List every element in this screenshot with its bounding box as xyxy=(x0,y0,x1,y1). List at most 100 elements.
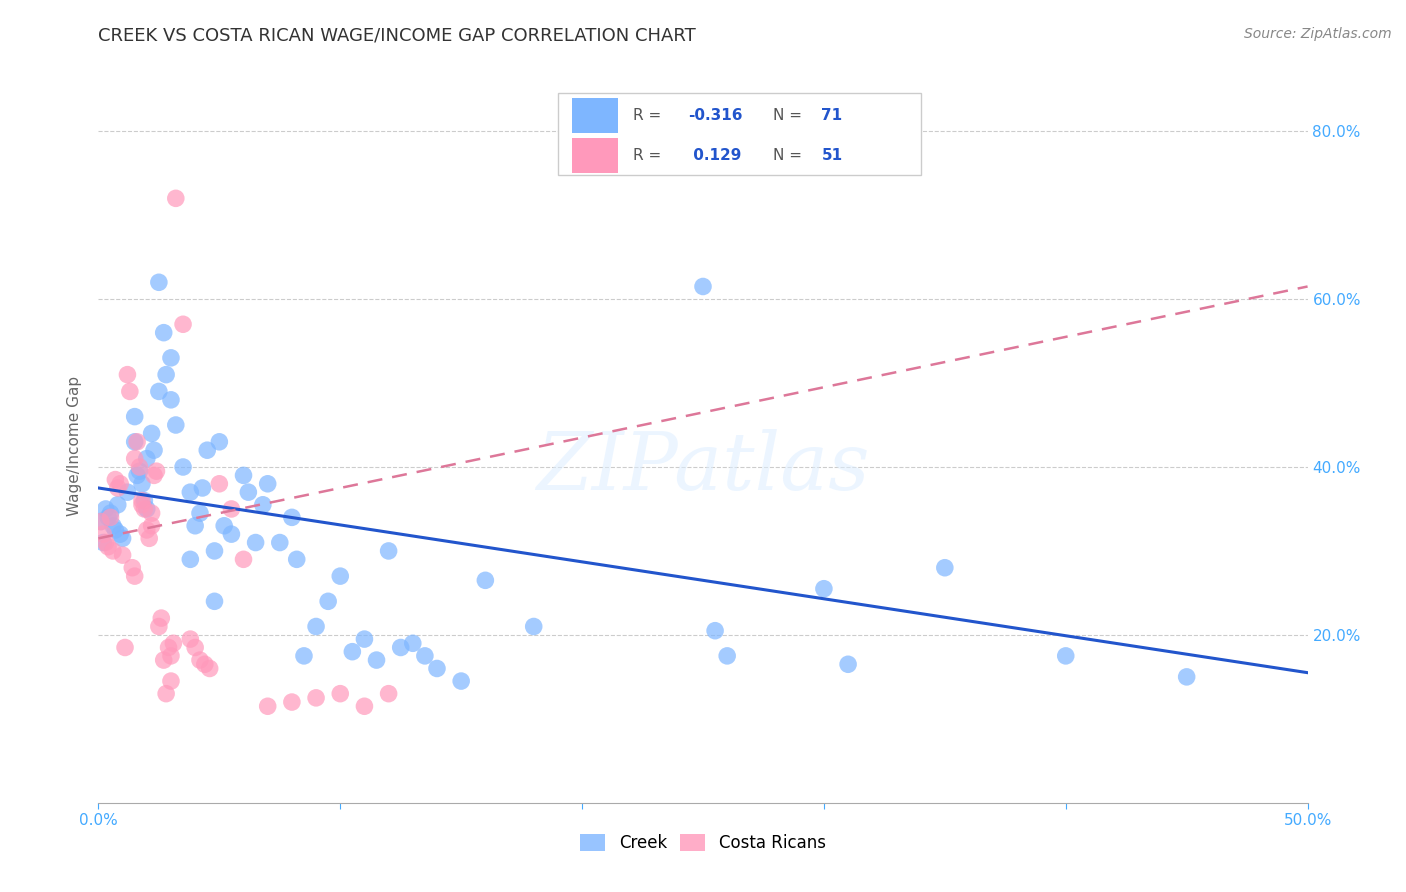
Point xyxy=(160,648,183,663)
Point xyxy=(104,523,127,537)
Point xyxy=(474,574,496,588)
Point xyxy=(179,632,201,646)
Point xyxy=(134,493,156,508)
Point xyxy=(90,515,112,529)
Point xyxy=(91,535,114,549)
Text: -0.316: -0.316 xyxy=(689,108,742,123)
Point xyxy=(111,532,134,546)
Point xyxy=(97,540,120,554)
Point xyxy=(285,552,308,566)
FancyBboxPatch shape xyxy=(558,93,921,175)
Text: R =: R = xyxy=(633,108,666,123)
Point xyxy=(208,434,231,449)
Point xyxy=(184,640,207,655)
Point xyxy=(127,434,149,449)
Point xyxy=(256,699,278,714)
Point xyxy=(114,640,136,655)
Point xyxy=(111,548,134,562)
Point xyxy=(329,687,352,701)
Point xyxy=(152,326,174,340)
Point xyxy=(172,318,194,332)
Point xyxy=(292,648,315,663)
Point xyxy=(90,515,112,529)
Point xyxy=(281,695,304,709)
Text: Source: ZipAtlas.com: Source: ZipAtlas.com xyxy=(1244,27,1392,41)
Point xyxy=(194,657,217,672)
Point xyxy=(150,611,173,625)
Point xyxy=(245,535,267,549)
Point xyxy=(1054,648,1077,663)
Point xyxy=(107,498,129,512)
Point xyxy=(523,619,546,633)
Point xyxy=(238,485,260,500)
Point xyxy=(143,443,166,458)
Point xyxy=(141,506,163,520)
Point xyxy=(837,657,859,672)
Point xyxy=(155,687,177,701)
Point xyxy=(108,527,131,541)
Point xyxy=(188,653,211,667)
Point xyxy=(1175,670,1198,684)
Point xyxy=(145,464,167,478)
Point xyxy=(353,699,375,714)
Point xyxy=(179,552,201,566)
Point xyxy=(128,464,150,478)
Point xyxy=(692,279,714,293)
Point xyxy=(204,594,226,608)
Point xyxy=(148,619,170,633)
Point xyxy=(389,640,412,655)
Point xyxy=(232,552,254,566)
Text: CREEK VS COSTA RICAN WAGE/INCOME GAP CORRELATION CHART: CREEK VS COSTA RICAN WAGE/INCOME GAP COR… xyxy=(98,27,696,45)
Text: 0.129: 0.129 xyxy=(689,148,742,163)
Point xyxy=(204,544,226,558)
Point xyxy=(124,451,146,466)
Point xyxy=(131,493,153,508)
Point xyxy=(256,476,278,491)
Point xyxy=(252,498,274,512)
Point xyxy=(118,384,141,399)
Point xyxy=(155,368,177,382)
Point xyxy=(305,690,328,705)
Point xyxy=(353,632,375,646)
Point xyxy=(212,518,235,533)
Point xyxy=(195,443,218,458)
Point xyxy=(152,653,174,667)
Legend: Creek, Costa Ricans: Creek, Costa Ricans xyxy=(574,827,832,859)
Point xyxy=(402,636,425,650)
Point xyxy=(148,275,170,289)
Point xyxy=(221,527,243,541)
Point xyxy=(148,384,170,399)
FancyBboxPatch shape xyxy=(572,138,619,173)
Point xyxy=(134,502,156,516)
Point xyxy=(124,434,146,449)
Point xyxy=(127,468,149,483)
Text: N =: N = xyxy=(773,108,807,123)
Point xyxy=(107,481,129,495)
FancyBboxPatch shape xyxy=(572,98,619,133)
Point xyxy=(160,392,183,407)
Point xyxy=(143,468,166,483)
Point xyxy=(104,473,127,487)
Text: 71: 71 xyxy=(821,108,842,123)
Point xyxy=(101,518,124,533)
Point xyxy=(141,518,163,533)
Point xyxy=(198,661,221,675)
Point xyxy=(191,481,214,495)
Point xyxy=(813,582,835,596)
Point xyxy=(934,560,956,574)
Point xyxy=(316,594,339,608)
Point xyxy=(121,560,143,574)
Point xyxy=(221,502,243,516)
Point xyxy=(131,498,153,512)
Point xyxy=(94,535,117,549)
Point xyxy=(366,653,388,667)
Point xyxy=(329,569,352,583)
Point xyxy=(117,485,139,500)
Point xyxy=(179,485,201,500)
Point xyxy=(162,636,184,650)
Point xyxy=(135,523,157,537)
Point xyxy=(91,527,114,541)
Point xyxy=(124,569,146,583)
Point xyxy=(208,476,231,491)
Text: ZIPatlas: ZIPatlas xyxy=(536,429,870,506)
